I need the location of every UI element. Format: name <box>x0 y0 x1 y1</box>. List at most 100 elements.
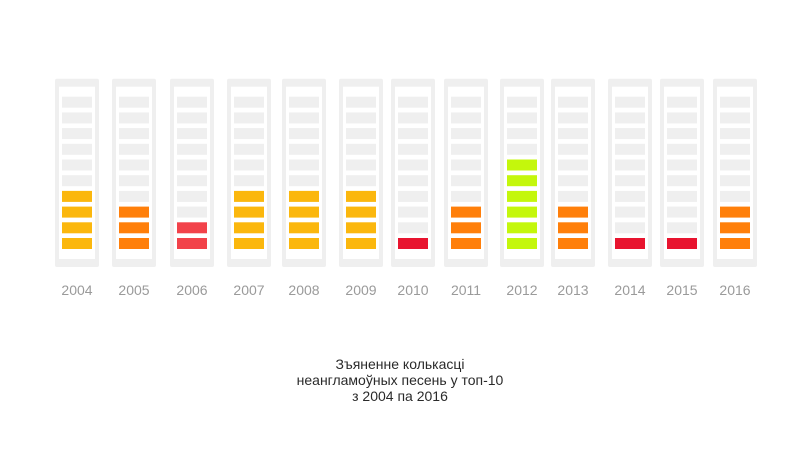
bar-cell <box>507 190 537 202</box>
empty-cell <box>558 96 588 108</box>
empty-cell <box>234 96 264 108</box>
empty-cell <box>62 159 92 171</box>
empty-cell <box>119 112 149 124</box>
x-tick-label: 2015 <box>666 282 697 298</box>
empty-cell <box>615 112 645 124</box>
empty-cell <box>507 128 537 140</box>
empty-cell <box>398 175 428 187</box>
empty-cell <box>667 128 697 140</box>
empty-cell <box>289 112 319 124</box>
x-tick-label: 2007 <box>233 282 264 298</box>
empty-cell <box>720 159 750 171</box>
bar-cell <box>398 238 428 249</box>
empty-cell <box>119 190 149 202</box>
empty-cell <box>451 190 481 202</box>
bar-cell <box>507 238 537 249</box>
empty-cell <box>289 143 319 155</box>
empty-cell <box>667 143 697 155</box>
empty-cell <box>615 222 645 234</box>
empty-cell <box>62 96 92 108</box>
bar-cell <box>558 222 588 234</box>
x-tick-label: 2011 <box>451 282 481 298</box>
bar-cell <box>451 238 481 249</box>
x-tick-label: 2013 <box>557 282 588 298</box>
empty-cell <box>346 175 376 187</box>
bar-cell <box>177 238 207 249</box>
empty-cell <box>289 96 319 108</box>
x-tick-label: 2012 <box>506 282 537 298</box>
empty-cell <box>615 206 645 218</box>
bar-cell <box>507 222 537 234</box>
empty-cell <box>289 128 319 140</box>
empty-cell <box>451 175 481 187</box>
empty-cell <box>62 143 92 155</box>
x-tick-label: 2010 <box>397 282 428 298</box>
empty-cell <box>720 128 750 140</box>
empty-cell <box>398 143 428 155</box>
empty-cell <box>667 159 697 171</box>
bar-cell <box>615 238 645 249</box>
empty-cell <box>346 96 376 108</box>
empty-cell <box>615 96 645 108</box>
empty-cell <box>398 112 428 124</box>
bar-cell <box>62 190 92 202</box>
empty-cell <box>62 175 92 187</box>
empty-cell <box>62 128 92 140</box>
empty-cell <box>289 159 319 171</box>
empty-cell <box>177 143 207 155</box>
empty-cell <box>346 112 376 124</box>
empty-cell <box>558 190 588 202</box>
empty-cell <box>62 112 92 124</box>
empty-cell <box>615 159 645 171</box>
bar-cell <box>289 206 319 218</box>
empty-cell <box>507 143 537 155</box>
empty-cell <box>119 128 149 140</box>
empty-cell <box>177 190 207 202</box>
empty-cell <box>119 159 149 171</box>
x-tick-label: 2008 <box>288 282 319 298</box>
empty-cell <box>720 112 750 124</box>
bar-cell <box>558 238 588 249</box>
bar-cell <box>507 206 537 218</box>
bar-cell <box>62 238 92 249</box>
bar-cell <box>234 190 264 202</box>
bar-cell <box>62 222 92 234</box>
empty-cell <box>177 128 207 140</box>
empty-cell <box>346 128 376 140</box>
bar-cell <box>507 175 537 187</box>
empty-cell <box>234 143 264 155</box>
bar-cell <box>667 238 697 249</box>
empty-cell <box>177 112 207 124</box>
empty-cell <box>558 175 588 187</box>
bar-cell <box>558 206 588 218</box>
bar-cell <box>289 190 319 202</box>
chart-title-line-2: неангламоўных песень у топ-10 <box>296 372 504 388</box>
empty-cell <box>720 143 750 155</box>
empty-cell <box>615 190 645 202</box>
empty-cell <box>720 190 750 202</box>
empty-cell <box>720 96 750 108</box>
empty-cell <box>451 159 481 171</box>
empty-cell <box>558 128 588 140</box>
empty-cell <box>667 112 697 124</box>
empty-cell <box>119 143 149 155</box>
empty-cell <box>615 175 645 187</box>
empty-cell <box>398 190 428 202</box>
empty-cell <box>507 112 537 124</box>
bar-cell <box>346 206 376 218</box>
bar-cell <box>720 206 750 218</box>
bar-cell <box>177 222 207 234</box>
bar-cell <box>346 222 376 234</box>
empty-cell <box>398 128 428 140</box>
bar-cell <box>346 238 376 249</box>
bar-cell <box>507 159 537 171</box>
empty-cell <box>398 96 428 108</box>
chart-title-line-1: Зъяненне колькасці <box>335 356 465 372</box>
empty-cell <box>398 159 428 171</box>
empty-cell <box>667 222 697 234</box>
empty-cell <box>346 143 376 155</box>
bar-cell <box>62 206 92 218</box>
empty-cell <box>451 112 481 124</box>
empty-cell <box>177 206 207 218</box>
